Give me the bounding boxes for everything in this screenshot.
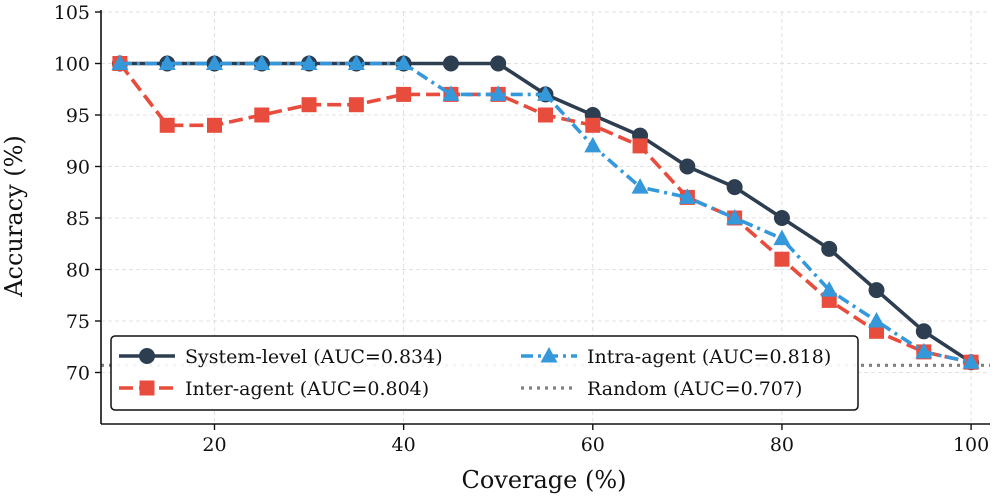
legend-marker xyxy=(540,347,558,363)
data-point xyxy=(820,281,838,297)
data-point xyxy=(915,323,932,340)
data-point xyxy=(300,54,318,70)
data-point xyxy=(347,54,365,70)
y-tick-label: 90 xyxy=(66,157,90,179)
y-tick-label: 95 xyxy=(66,105,90,127)
data-point xyxy=(585,117,601,133)
x-axis-label: Coverage (%) xyxy=(461,466,626,494)
data-point xyxy=(962,353,980,369)
data-point xyxy=(632,138,648,154)
data-point xyxy=(348,97,364,113)
data-point xyxy=(254,107,270,123)
data-point xyxy=(868,312,886,328)
legend-marker xyxy=(139,380,155,396)
data-point xyxy=(726,179,743,196)
legend-marker xyxy=(139,348,155,364)
data-point xyxy=(301,97,317,113)
legend-label: System-level (AUC=0.834) xyxy=(185,346,443,368)
data-point xyxy=(442,85,460,101)
legend-box xyxy=(110,335,859,411)
data-point xyxy=(205,54,223,70)
data-point xyxy=(821,292,837,308)
y-tick-label: 100 xyxy=(54,54,90,76)
legend-item: System-level (AUC=0.834) xyxy=(119,346,443,368)
legend-item: Intra-agent (AUC=0.818) xyxy=(521,346,831,368)
legend-label: Intra-agent (AUC=0.818) xyxy=(587,346,831,368)
legend-label: Random (AUC=0.707) xyxy=(587,378,802,400)
y-axis-label: Accuracy (%) xyxy=(0,135,28,298)
y-tick-label: 70 xyxy=(66,363,90,385)
legend-item: Random (AUC=0.707) xyxy=(521,378,802,400)
y-tick-label: 105 xyxy=(54,2,90,24)
data-point xyxy=(158,54,176,70)
x-tick-label: 100 xyxy=(953,434,989,456)
data-point xyxy=(442,55,459,72)
y-tick-label: 75 xyxy=(66,311,90,333)
series-lines xyxy=(101,54,990,371)
data-point xyxy=(538,107,553,123)
x-tick-label: 80 xyxy=(770,434,794,456)
data-point xyxy=(773,210,790,226)
data-point xyxy=(584,136,602,153)
data-point xyxy=(774,251,790,267)
data-point xyxy=(679,158,696,175)
data-point xyxy=(253,54,271,70)
data-point xyxy=(111,54,129,70)
x-tick-label: 60 xyxy=(581,434,605,456)
tick-labels: 20 40 60 80 100 70 75 80 85 90 95 100 105 xyxy=(54,2,989,456)
legend-label: Inter-agent (AUC=0.804) xyxy=(185,378,429,400)
series-system-level xyxy=(111,55,980,371)
x-tick-label: 40 xyxy=(392,434,416,456)
data-point xyxy=(631,178,649,194)
data-point xyxy=(869,323,885,339)
data-point xyxy=(489,85,507,101)
data-point xyxy=(868,282,885,299)
data-point xyxy=(490,55,507,72)
axes xyxy=(95,10,990,430)
data-point xyxy=(159,117,175,133)
data-point xyxy=(396,86,412,102)
data-point xyxy=(773,229,791,246)
y-tick-label: 80 xyxy=(66,260,90,282)
data-point xyxy=(726,209,744,225)
data-point xyxy=(206,117,222,133)
legend: System-level (AUC=0.834) Inter-agent (AUC… xyxy=(110,335,859,411)
legend-item: Inter-agent (AUC=0.804) xyxy=(119,378,429,400)
y-tick-label: 85 xyxy=(66,208,90,230)
data-point xyxy=(537,85,554,101)
data-point xyxy=(821,240,838,257)
x-tick-label: 20 xyxy=(202,434,226,456)
series-inter-agent xyxy=(112,56,979,370)
data-point xyxy=(915,342,933,359)
series-intra-agent xyxy=(111,54,980,369)
data-point xyxy=(395,54,413,70)
data-point xyxy=(678,188,696,204)
